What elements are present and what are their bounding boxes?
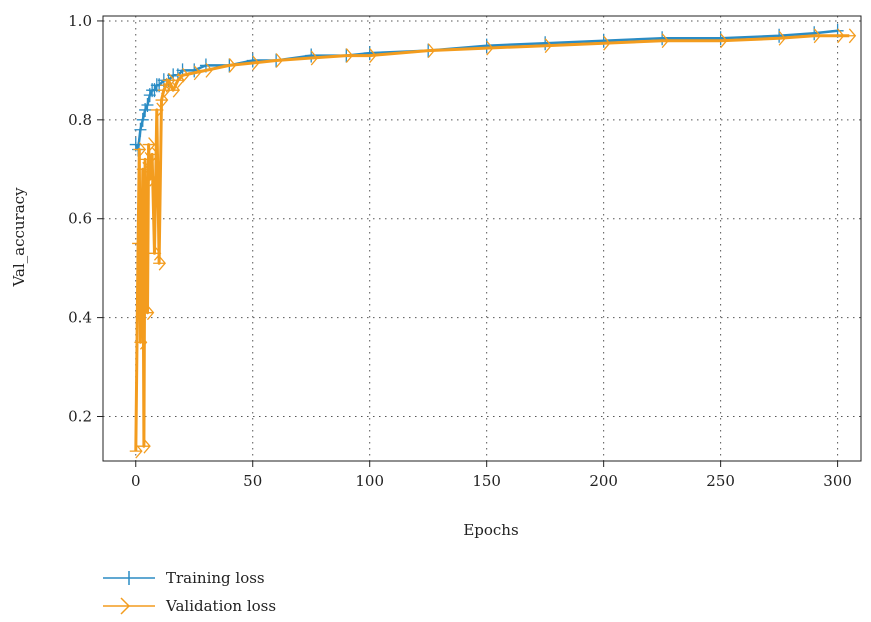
y-tick-label: 0.8 — [68, 111, 92, 129]
x-tick-label: 50 — [243, 472, 262, 490]
legend-marker-validation — [120, 597, 131, 615]
data-point — [422, 43, 436, 59]
series-lines — [129, 23, 857, 459]
data-point — [136, 112, 149, 127]
data-point — [480, 40, 494, 56]
y-axis-title: Val_accuracy — [10, 187, 28, 288]
data-point — [141, 98, 154, 112]
data-point — [136, 161, 150, 177]
data-point — [143, 171, 157, 187]
data-point — [223, 58, 237, 73]
x-tick-label: 300 — [823, 472, 852, 490]
y-tick-label: 0.4 — [68, 309, 92, 327]
data-point — [340, 48, 354, 63]
data-point — [141, 305, 155, 321]
y-tick-label: 0.6 — [68, 210, 92, 228]
y-tick-label: 1.0 — [68, 12, 92, 30]
data-point — [137, 438, 151, 454]
x-axis-title: Epochs — [463, 521, 518, 539]
y-tick-label: 0.2 — [68, 408, 92, 426]
axis-ticks: 0 50 100 150 200 250 300 0.2 0.4 0.6 0.8 1.0 — [68, 12, 852, 490]
data-point — [773, 30, 786, 46]
data-point — [129, 443, 143, 459]
data-point — [155, 92, 169, 108]
plot-frame — [102, 15, 862, 462]
data-point — [146, 147, 159, 162]
x-tick-label: 250 — [706, 472, 735, 490]
x-tick-label: 200 — [589, 472, 618, 490]
data-point — [148, 245, 162, 261]
data-point — [199, 62, 213, 78]
data-point — [167, 82, 181, 98]
legend-label-validation: Validation loss — [165, 597, 276, 615]
data-point — [176, 67, 190, 83]
data-point — [714, 33, 728, 49]
data-point — [133, 142, 147, 157]
series-line-1 — [134, 34, 850, 452]
data-point — [843, 28, 857, 44]
legend: Training loss Validation loss — [103, 569, 276, 615]
data-point — [246, 55, 260, 71]
data-point — [134, 122, 147, 137]
data-point — [539, 38, 553, 54]
data-point — [808, 28, 822, 44]
data-point — [656, 33, 669, 49]
data-point — [134, 334, 148, 350]
data-point — [597, 35, 611, 51]
x-tick-label: 0 — [131, 472, 141, 490]
data-point — [142, 137, 156, 152]
data-point — [153, 255, 167, 271]
data-point — [188, 65, 202, 81]
data-point — [305, 50, 319, 66]
legend-label-training: Training loss — [166, 569, 265, 587]
data-point — [150, 102, 164, 118]
grid-lines — [103, 16, 861, 461]
legend-entry-training: Training loss — [103, 569, 265, 587]
x-tick-label: 100 — [355, 472, 384, 490]
legend-entry-validation: Validation loss — [103, 597, 276, 615]
data-point — [132, 236, 145, 251]
data-point — [363, 48, 377, 63]
data-point — [270, 53, 283, 68]
x-tick-label: 150 — [472, 472, 501, 490]
